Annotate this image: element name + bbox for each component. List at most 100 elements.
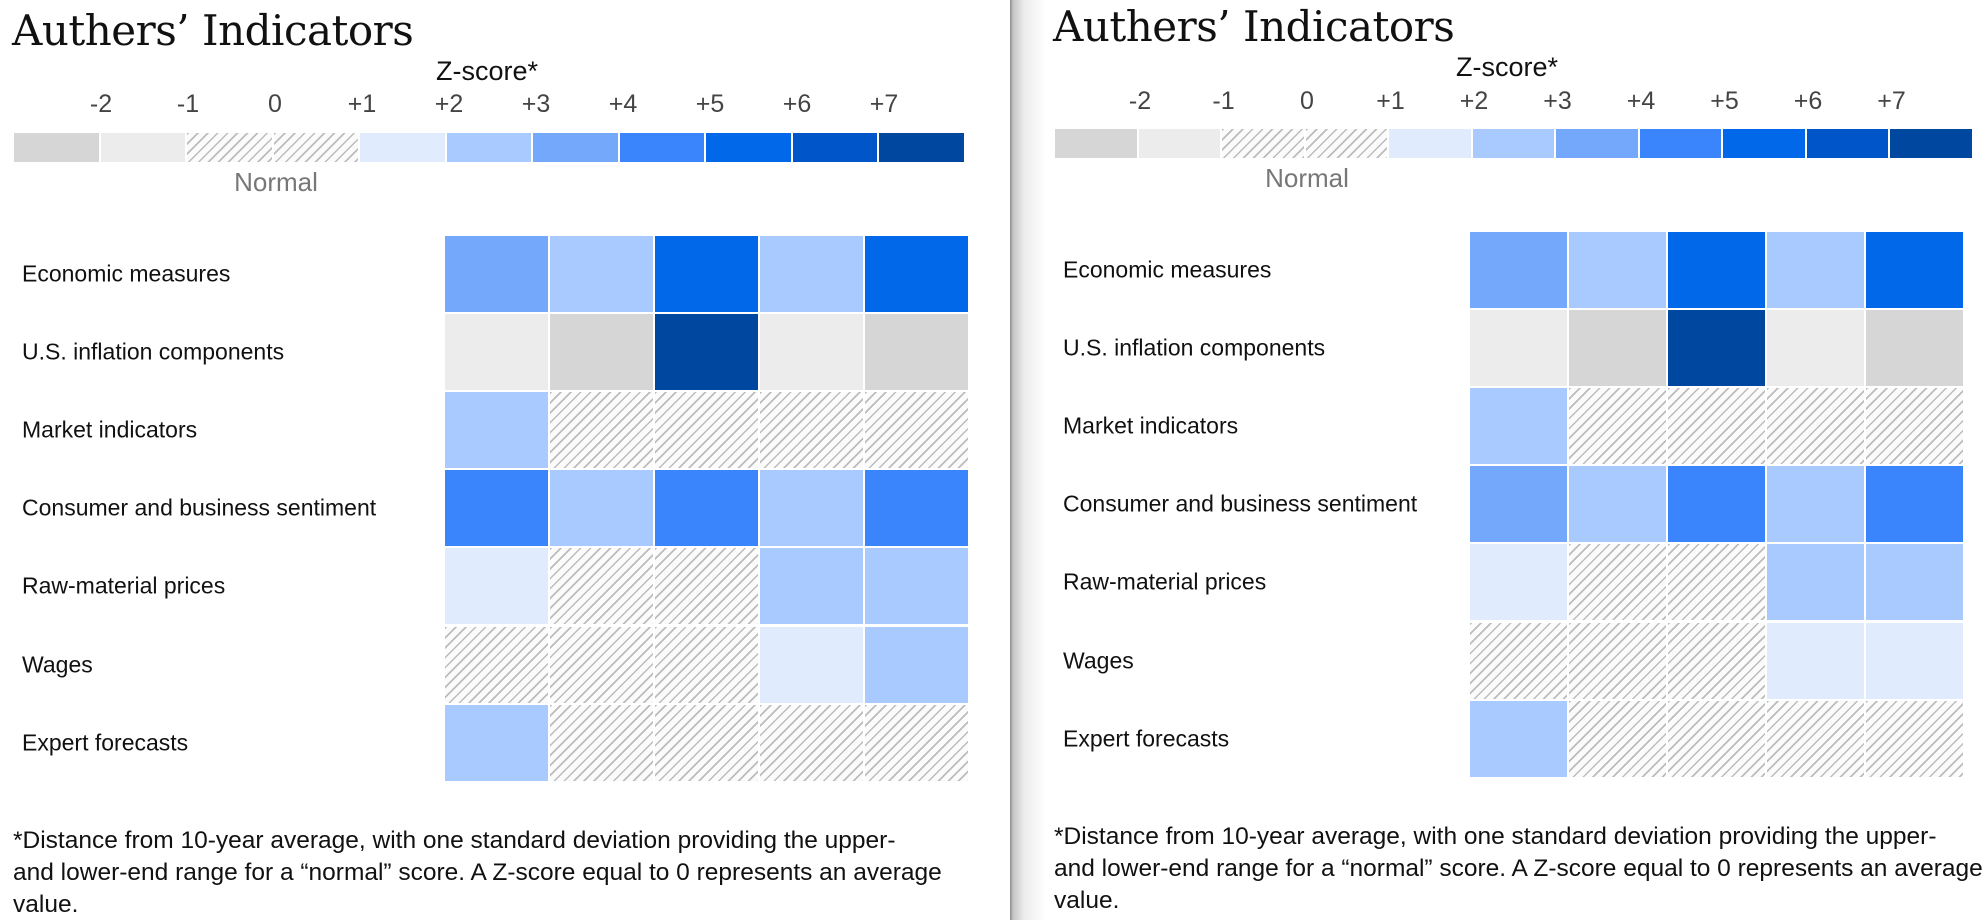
legend-swatch [1806, 129, 1888, 158]
legend-normal-label: Normal [234, 167, 318, 197]
legend-swatch [1389, 129, 1471, 158]
heatmap-cell [759, 625, 864, 704]
legend-swatch [1723, 129, 1805, 158]
heatmap-cell [759, 547, 864, 626]
heatmap-cell [1568, 699, 1667, 778]
heatmap-cell [864, 469, 969, 548]
legend-tick-label: +6 [782, 90, 812, 118]
heatmap-cell [1667, 387, 1766, 466]
heatmap-cell [1865, 465, 1964, 544]
legend-swatch [1890, 129, 1972, 158]
legend-tick-label: +2 [1459, 87, 1489, 115]
legend-tick-label: -2 [1128, 87, 1152, 115]
heatmap-cell [759, 703, 864, 782]
heatmap-cell [1865, 699, 1964, 778]
legend-swatch [1222, 129, 1304, 158]
heatmap-cell [1469, 387, 1568, 466]
heatmap-cell [654, 703, 759, 782]
heatmap-cell [1667, 699, 1766, 778]
heatmap-cell [1667, 621, 1766, 700]
legend-tick-label: +3 [521, 90, 551, 118]
heatmap-cell [1667, 465, 1766, 544]
heatmap-cell [1865, 621, 1964, 700]
heatmap-cell [654, 391, 759, 470]
heatmap-cell [1568, 465, 1667, 544]
legend-tick-label: 0 [268, 90, 282, 118]
row-label: U.S. inflation components [22, 338, 285, 365]
heatmap-cell [1469, 621, 1568, 700]
legend-tick-label: +1 [347, 90, 377, 118]
legend-tick-label: +3 [1543, 87, 1572, 115]
legend-swatch [1472, 129, 1554, 158]
heatmap-cell [444, 469, 549, 548]
heatmap-cell [1865, 387, 1964, 466]
heatmap-cell [759, 235, 864, 314]
right-chart-panel: Authers’ Indicators Z-score* -2 -1 0 +1 +2 +3… [1010, 0, 1985, 920]
heatmap-cell [1469, 543, 1568, 622]
legend-tick-label: +5 [1710, 87, 1739, 115]
heatmap-cell [1766, 543, 1865, 622]
heatmap-cell [864, 391, 969, 470]
heatmap-cell [444, 313, 549, 392]
row-label: Market indicators [22, 416, 198, 443]
heatmap-cell [1667, 543, 1766, 622]
heatmap-cell [864, 313, 969, 392]
legend-swatch [446, 133, 531, 162]
heatmap-cell [1865, 543, 1964, 622]
row-label: Wages [22, 651, 93, 678]
heatmap-cell [1667, 309, 1766, 388]
heatmap-cell [1667, 231, 1766, 310]
heatmap-cell [1469, 231, 1568, 310]
heatmap-cell [1865, 309, 1964, 388]
row-label: Wages [1063, 647, 1134, 674]
heatmap-cell [759, 469, 864, 548]
heatmap-cell [654, 313, 759, 392]
row-label: Raw-material prices [22, 572, 226, 599]
legend-tick-label: 0 [1300, 87, 1314, 115]
heatmap-cell [549, 391, 654, 470]
legend-swatch [187, 133, 272, 162]
heatmap-cell [549, 469, 654, 548]
legend-tick-label: +6 [1793, 87, 1823, 115]
legend-swatch [879, 133, 964, 162]
heatmap-cell [1469, 699, 1568, 778]
heatmap-cell [1766, 231, 1865, 310]
heatmap-cell [549, 625, 654, 704]
row-label: Raw-material prices [1063, 568, 1267, 595]
legend-normal-label: Normal [1265, 163, 1349, 193]
heatmap-cell [1568, 309, 1667, 388]
heatmap-cell [1568, 231, 1667, 310]
chart-title: Authers’ Indicators [1053, 2, 1455, 51]
legend-title: Z-score* [1456, 52, 1559, 82]
heatmap-cell [654, 469, 759, 548]
legend-swatch [1556, 129, 1638, 158]
heatmap-cell [444, 547, 549, 626]
row-label: Consumer and business sentiment [1063, 490, 1418, 517]
legend-swatch [1055, 129, 1137, 158]
legend-swatch [706, 133, 791, 162]
heatmap-cell [864, 547, 969, 626]
legend-swatch [792, 133, 877, 162]
legend-tick-label: +1 [1376, 87, 1405, 115]
left-chart-panel: Authers’ Indicators Z-score* -2 -1 0 +1 +2 +3… [12, 6, 969, 918]
legend-title: Z-score* [436, 56, 539, 86]
legend-swatch [100, 133, 185, 162]
heatmap-cell [864, 703, 969, 782]
legend-swatch [1639, 129, 1721, 158]
heatmap-cell [444, 391, 549, 470]
heatmap-cell [864, 235, 969, 314]
legend-tick-label: -2 [89, 90, 113, 118]
legend-swatch [1305, 129, 1387, 158]
heatmap-cell [444, 235, 549, 314]
heatmap-cell [654, 625, 759, 704]
legend-tick-label: +4 [608, 90, 638, 118]
heatmap-cell [1766, 309, 1865, 388]
legend-tick-label: +7 [1877, 87, 1906, 115]
heatmap-cell [1766, 387, 1865, 466]
legend-swatch [619, 133, 704, 162]
row-label: U.S. inflation components [1063, 334, 1326, 361]
heatmap-cell [1568, 621, 1667, 700]
heatmap-cell [1568, 543, 1667, 622]
heatmap-cell [1766, 465, 1865, 544]
footnote: *Distance from 10-year average, with one… [13, 827, 942, 918]
